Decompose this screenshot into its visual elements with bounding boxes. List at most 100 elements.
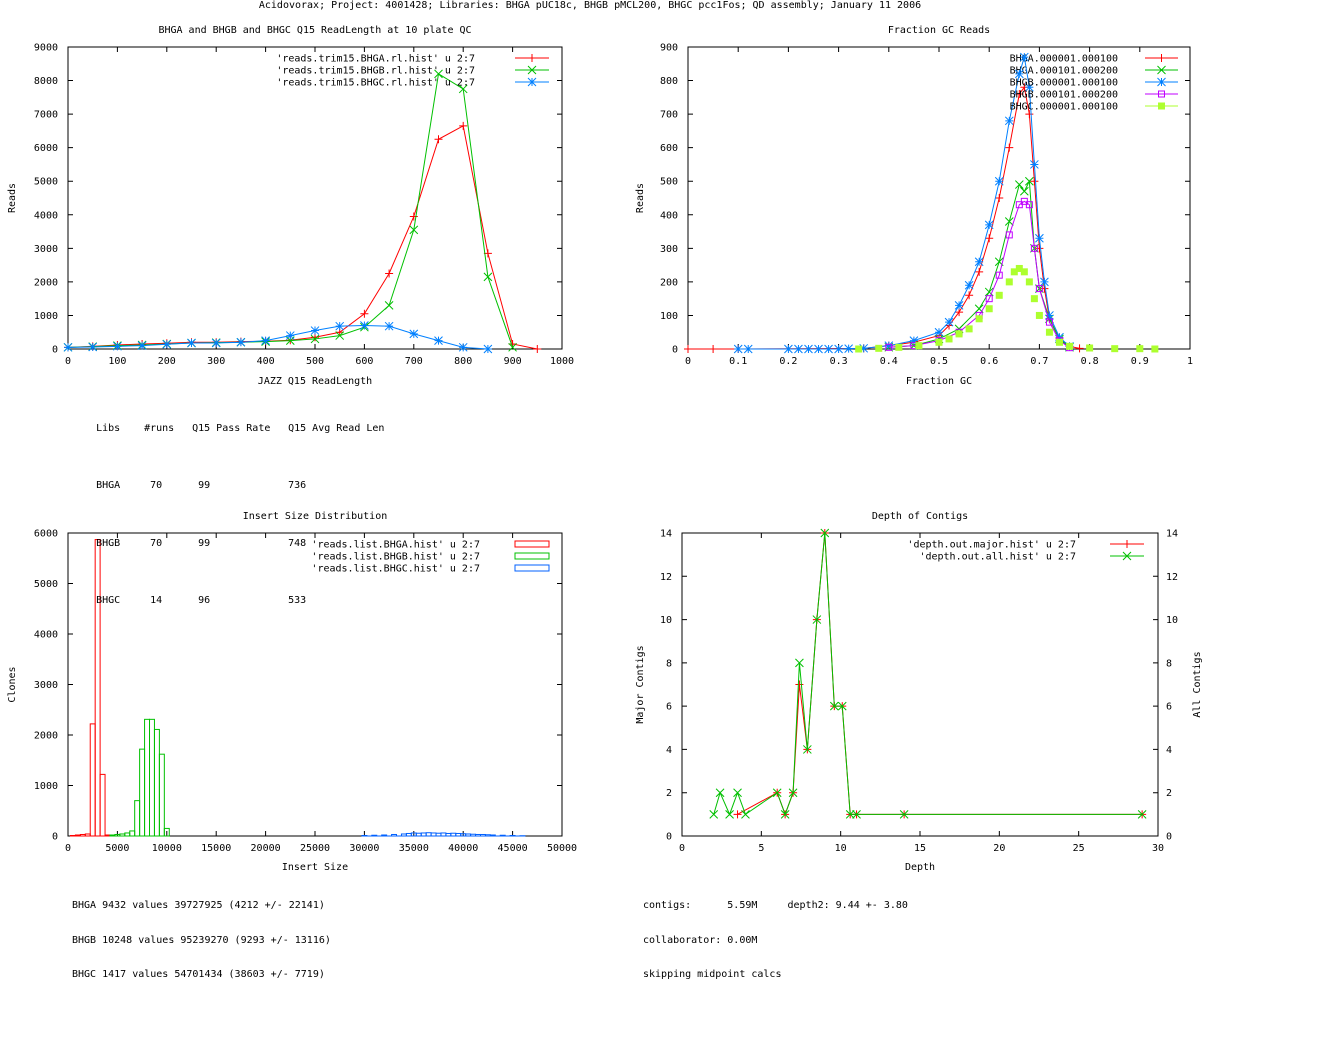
gc-series-1-point [955, 308, 964, 317]
gc-series-4-point [1030, 244, 1038, 252]
gc-series-2-point [984, 287, 994, 297]
depth-y-axis-label: Major Contigs [635, 645, 646, 723]
insert-stats-line: BHGA 9432 values 39727925 (4212 +/- 2214… [72, 900, 325, 911]
readlength-series-3-point [211, 338, 221, 348]
depth-y2-tick-label: 14 [1166, 529, 1178, 540]
insert-series-2-bar [129, 830, 136, 837]
readlength-y-axis-label: Reads [7, 183, 18, 213]
depth-plot-frame [681, 532, 1159, 837]
insert-series-2-bar [139, 748, 146, 837]
gc-series-2-point [1014, 180, 1024, 189]
gc-series-4-point [1025, 201, 1033, 209]
gc-series-1-line [688, 86, 1080, 350]
insert-x-tick-label: 50000 [547, 843, 577, 854]
depth-series-2-point [709, 810, 719, 819]
gc-y-tick-label: 0 [672, 345, 678, 356]
depth-series-2-point [772, 788, 782, 798]
gc-y-tick-label: 800 [660, 76, 678, 87]
stats-cell: 96 [198, 595, 211, 606]
insert-y-tick-label: 5000 [34, 579, 58, 590]
gc-series-1-point [1030, 177, 1039, 186]
gc-chart-title: Fraction GC Reads [888, 25, 990, 36]
gc-series-3-point [1040, 277, 1049, 287]
depth-series-1-point [795, 680, 804, 689]
gc-series-1-point [1075, 344, 1084, 353]
insert-series-2-bar [144, 718, 151, 837]
stats-cell: 736 [288, 480, 307, 491]
readlength-series-1-line [67, 125, 538, 350]
readlength-y-tick-label: 5000 [34, 177, 58, 188]
gc-series-4-point [985, 295, 993, 303]
readlength-series-3-point [137, 341, 147, 350]
gc-legend-label: BHGC.000001.000100 [1010, 102, 1118, 113]
stats-row: BHGC 14 96 533 [72, 584, 384, 619]
insert-y-tick-label: 2000 [34, 731, 58, 742]
gc-series-5-point [1035, 311, 1043, 319]
depth-x-tick-label: 5 [758, 843, 764, 854]
gc-y-tick-label: 500 [660, 177, 678, 188]
gc-series-1-point [1005, 143, 1014, 152]
insert-series-2-bar [158, 753, 165, 837]
readlength-legend-label: 'reads.trim15.BHGA.rl.hist' u 2:7 [276, 54, 475, 65]
gc-series-3-point [974, 257, 984, 267]
gc-legend-marker [1157, 77, 1166, 87]
gc-y-tick-label: 900 [660, 43, 678, 54]
gc-series-3-point [1004, 116, 1014, 126]
stats-header-pass-rate: Q15 Pass Rate [192, 422, 271, 434]
gc-legend-marker [1157, 65, 1166, 75]
readlength-series-1-point [409, 212, 418, 221]
stats-cell: 99 [198, 537, 211, 549]
gc-series-2-point [1019, 186, 1029, 196]
readlength-series-1-point [385, 269, 394, 278]
gc-series-5-point [855, 345, 863, 353]
readlength-x-tick-label: 200 [158, 356, 176, 367]
gc-legend-label: BHGA.000101.000200 [1010, 66, 1118, 77]
gc-series-1-point [985, 234, 994, 243]
gc-y-tick-label: 400 [660, 210, 678, 221]
depth-chart-title: Depth of Contigs [872, 511, 968, 522]
readlength-series-2-point [458, 84, 468, 94]
insert-legend-label: 'reads.list.BHGC.hist' u 2:7 [311, 564, 480, 575]
gc-series-1-point [684, 345, 692, 353]
gc-y-tick-label: 700 [660, 110, 678, 121]
insert-y-tick-label: 0 [52, 832, 58, 843]
depth-y2-tick-label: 10 [1166, 615, 1178, 626]
readlength-x-tick-label: 700 [405, 356, 423, 367]
insert-x-tick-label: 5000 [105, 843, 129, 854]
readlength-series-2-line [67, 73, 514, 348]
depth-y2-tick-label: 6 [1166, 702, 1172, 713]
gc-series-1-point [975, 267, 984, 276]
gc-x-tick-label: 0 [685, 356, 691, 367]
gc-y-tick-label: 300 [660, 244, 678, 255]
gc-series-5-point [1055, 338, 1063, 346]
gc-series-2-point [1025, 176, 1034, 186]
insert-legend-swatch [514, 552, 550, 560]
readlength-x-tick-label: 600 [355, 356, 373, 367]
depth-legend-label: 'depth.out.all.hist' u 2:7 [919, 552, 1076, 563]
readlength-series-3-point [113, 341, 122, 351]
gc-x-tick-label: 0.6 [980, 356, 998, 367]
gc-series-5-point [945, 335, 953, 343]
stats-cell: BHGB [96, 537, 121, 549]
readlength-x-tick-label: 900 [504, 356, 522, 367]
gc-series-5-point [975, 315, 983, 323]
insert-legend-label: 'reads.list.BHGA.hist' u 2:7 [311, 540, 480, 551]
gc-series-3-point [1045, 311, 1054, 320]
gc-series-3-point [784, 344, 793, 354]
gc-x-tick-label: 0.9 [1131, 356, 1149, 367]
depth-series-2-point [812, 615, 822, 624]
readlength-legend-marker [527, 65, 537, 75]
depth-legend-marker [1123, 540, 1131, 548]
gc-legend-label: BHGA.000001.000100 [1010, 54, 1118, 65]
gc-series-5-point [915, 342, 923, 350]
readlength-series-3-point [88, 342, 98, 352]
readlength-y-tick-label: 6000 [34, 143, 58, 154]
insert-x-tick-label: 45000 [498, 843, 528, 854]
readlength-series-3-point [483, 344, 493, 354]
stats-cell: 14 [150, 595, 163, 606]
insert-x-tick-label: 25000 [300, 843, 330, 854]
depth-series-2-point [733, 788, 742, 798]
gc-series-5-point [1015, 264, 1023, 272]
insert-stats-line: BHGB 10248 values 95239270 (9293 +/- 131… [72, 934, 331, 946]
